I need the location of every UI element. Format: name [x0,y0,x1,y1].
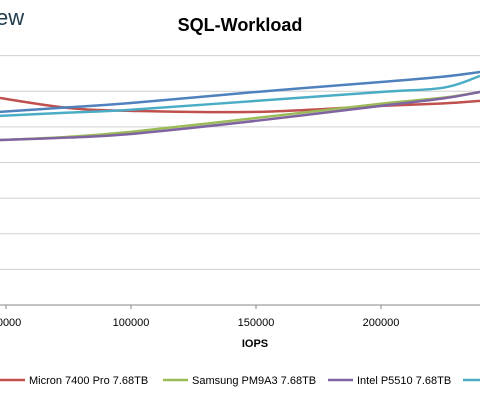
legend-label: Micron 7400 Pro 7.68TB [29,375,148,387]
legend-label: Samsung PM9A3 7.68TB [192,375,316,387]
chart-title: SQL-Workload [178,15,303,35]
logo: ew [0,5,24,30]
x-tick-label: 150000 [238,317,275,329]
x-tick-label: 200000 [363,317,400,329]
series-line [0,70,480,114]
x-tick-label: 100000 [113,317,150,329]
x-tick-label: 00000 [0,317,21,329]
x-axis-label: IOPS [242,338,268,350]
series-line [0,74,480,118]
series-line [0,90,480,142]
series-line [0,90,480,142]
legend-label: Intel P5510 7.68TB [357,375,451,387]
